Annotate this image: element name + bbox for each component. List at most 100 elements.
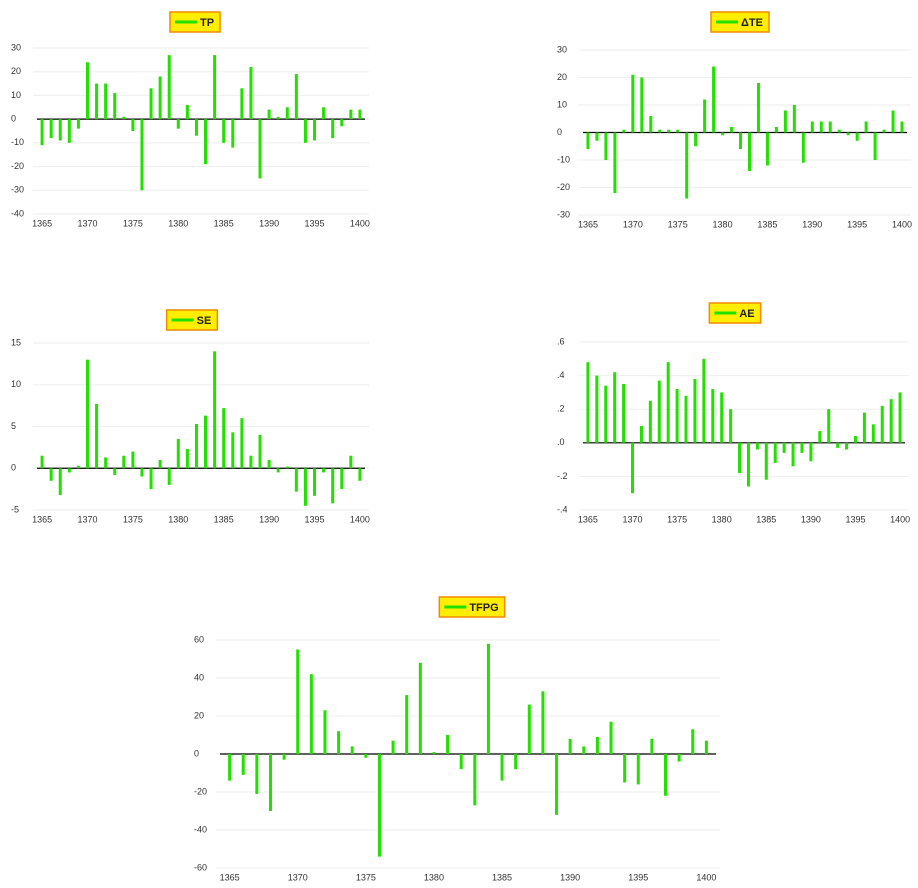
bar — [195, 119, 198, 136]
x-tick-label: 1370 — [77, 218, 97, 228]
bar — [323, 710, 326, 754]
bar — [856, 133, 859, 141]
x-tick-label: 1395 — [845, 514, 865, 524]
legend: SE — [167, 310, 218, 330]
bar — [487, 644, 490, 754]
x-tick-label: 1395 — [628, 872, 648, 882]
bar — [676, 389, 679, 443]
legend: TP — [170, 12, 220, 32]
bar — [658, 381, 661, 443]
bar — [77, 466, 80, 469]
bar — [622, 130, 625, 133]
bar — [331, 119, 334, 138]
y-tick-label: 20 — [194, 710, 204, 720]
y-tick-label: 10 — [557, 99, 567, 109]
bar — [231, 432, 234, 468]
bar — [313, 119, 316, 140]
bar — [213, 55, 216, 119]
bar — [703, 100, 706, 133]
bar — [784, 111, 787, 133]
bar — [222, 408, 225, 468]
bar — [783, 443, 786, 453]
y-tick-label: 0 — [557, 127, 562, 137]
bar — [541, 691, 544, 754]
x-tick-label: 1370 — [77, 514, 97, 524]
y-tick-label: 20 — [11, 66, 21, 76]
bar — [340, 468, 343, 489]
y-tick-label: -10 — [557, 154, 570, 164]
bar — [865, 122, 868, 133]
x-tick-label: 1380 — [168, 218, 188, 228]
bar — [838, 130, 841, 133]
bar — [720, 392, 723, 442]
bar — [748, 133, 751, 172]
x-tick-label: 1390 — [560, 872, 580, 882]
x-tick-label: 1365 — [32, 514, 52, 524]
bar — [595, 376, 598, 443]
bar — [351, 746, 354, 754]
bar — [685, 396, 688, 443]
bar — [204, 119, 207, 164]
x-tick-label: 1365 — [220, 872, 240, 882]
bar — [854, 436, 857, 443]
x-tick-label: 1385 — [757, 219, 777, 229]
bar — [340, 119, 343, 126]
bar — [286, 467, 289, 469]
y-tick-label: .2 — [557, 404, 565, 414]
bar — [473, 754, 476, 805]
bar — [622, 384, 625, 443]
bar — [177, 439, 180, 468]
x-tick-label: 1400 — [350, 514, 370, 524]
bar — [168, 55, 171, 119]
bar — [131, 119, 134, 131]
bar — [604, 133, 607, 161]
bar — [358, 110, 361, 119]
bar — [739, 133, 742, 150]
bar — [186, 449, 189, 468]
y-tick-label: -20 — [557, 182, 570, 192]
bar — [845, 443, 848, 450]
bar — [613, 372, 616, 443]
bar — [249, 67, 252, 119]
bar — [586, 362, 589, 443]
bar — [41, 119, 44, 145]
y-tick-label: -40 — [194, 824, 207, 834]
bar — [337, 731, 340, 754]
bar — [277, 117, 280, 119]
bar — [610, 722, 613, 754]
bar — [757, 83, 760, 133]
bar — [240, 88, 243, 119]
bar — [283, 754, 286, 760]
x-tick-label: 1375 — [123, 218, 143, 228]
x-tick-label: 1400 — [696, 872, 716, 882]
bar — [712, 67, 715, 133]
bar — [77, 119, 80, 128]
x-tick-label: 1370 — [623, 219, 643, 229]
bar — [277, 468, 280, 472]
bar — [820, 122, 823, 133]
legend-label: AE — [739, 308, 754, 320]
bar — [528, 705, 531, 754]
bar — [113, 468, 116, 475]
bar — [378, 754, 381, 857]
bar — [514, 754, 517, 769]
legend-label: TP — [200, 17, 214, 29]
bar — [829, 122, 832, 133]
bar — [863, 413, 866, 443]
bar — [269, 754, 272, 811]
bar — [649, 401, 652, 443]
bar — [349, 456, 352, 469]
bar — [765, 443, 768, 480]
y-tick-label: .0 — [557, 437, 565, 447]
bar — [419, 663, 422, 754]
x-tick-label: 1380 — [712, 514, 732, 524]
figure: 3020100-10-20-30-40136513701375138013851… — [0, 0, 918, 888]
bar — [304, 119, 307, 143]
chart-panel: 151050-513651370137513801385139013951400… — [11, 310, 370, 524]
bar — [730, 127, 733, 133]
bar — [313, 468, 316, 496]
y-tick-label: 60 — [194, 634, 204, 644]
bar — [637, 754, 640, 784]
legend-label: ΔTE — [741, 17, 763, 29]
